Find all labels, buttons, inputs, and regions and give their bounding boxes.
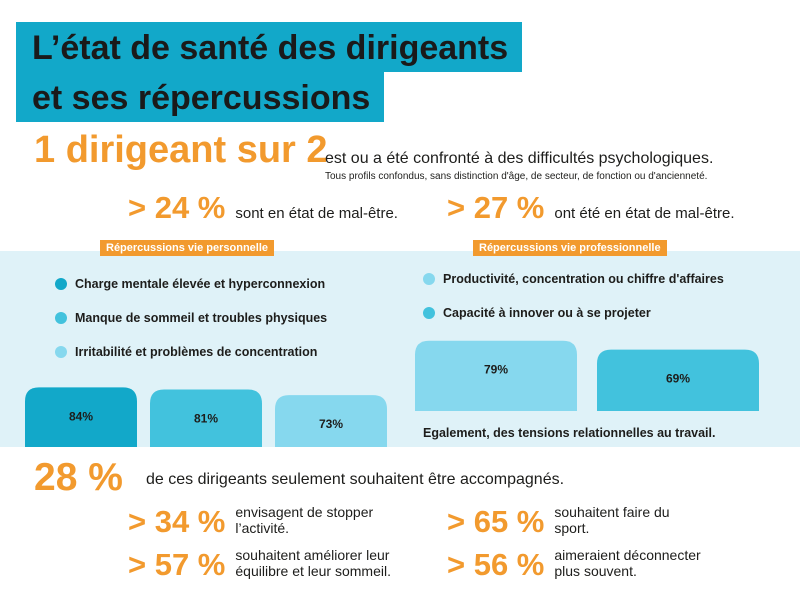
legend-label: Productivité, concentration ou chiffre d… bbox=[443, 272, 724, 286]
bar-value-label: 69% bbox=[666, 372, 690, 386]
headline-note: Tous profils confondus, sans distinction… bbox=[325, 171, 708, 182]
stat-value: > 24 % bbox=[128, 190, 226, 225]
stat-text: ont été en état de mal-être. bbox=[554, 205, 735, 222]
legend-dot bbox=[55, 346, 67, 358]
bar-1 bbox=[25, 387, 137, 447]
professional-note: Egalement, des tensions relationnelles a… bbox=[423, 426, 716, 440]
legend-dot bbox=[423, 307, 435, 319]
legend-item-sleep: Manque de sommeil et troubles physiques bbox=[55, 311, 327, 325]
bar-3 bbox=[275, 395, 387, 447]
legend-dot bbox=[423, 273, 435, 285]
stat-text: sont en état de mal-être. bbox=[235, 205, 398, 222]
support-value: > 57 % bbox=[128, 547, 226, 582]
bar-value-label: 73% bbox=[319, 417, 343, 431]
support-item-stop: > 34 % envisagent de stopper l’activité. bbox=[128, 504, 425, 540]
support-text: aimeraient déconnecter plus souvent. bbox=[554, 547, 701, 579]
headline-stat: 1 dirigeant sur 2 bbox=[34, 129, 328, 171]
page-title-line1: L’état de santé des dirigeants bbox=[32, 29, 509, 67]
legend-item-irritability: Irritabilité et problèmes de concentrati… bbox=[55, 345, 317, 359]
support-text: envisagent de stopper l’activité. bbox=[235, 504, 374, 536]
bar-2 bbox=[597, 349, 759, 411]
legend-item-productivity: Productivité, concentration ou chiffre d… bbox=[423, 272, 724, 286]
legend-item-mental-load: Charge mentale élevée et hyperconnexion bbox=[55, 277, 325, 291]
support-text: de ces dirigeants seulement souhaitent ê… bbox=[146, 471, 565, 488]
legend-dot bbox=[55, 278, 67, 290]
support-item-disconnect: > 56 % aimeraient déconnecter plus souve… bbox=[447, 547, 714, 583]
bar-value-label: 84% bbox=[69, 409, 93, 423]
page-title-line2: et ses répercussions bbox=[32, 79, 371, 117]
legend-label: Irritabilité et problèmes de concentrati… bbox=[75, 345, 318, 359]
bar-1 bbox=[415, 340, 577, 411]
stat-value: > 27 % bbox=[447, 190, 545, 225]
legend-label: Charge mentale élevée et hyperconnexion bbox=[75, 277, 326, 291]
professional-section-label: Répercussions vie professionnelle bbox=[473, 240, 667, 256]
support-item-sport: > 65 % souhaitent faire du sport. bbox=[447, 504, 694, 540]
legend-dot bbox=[55, 312, 67, 324]
legend-item-innovation: Capacité à innover ou à se projeter bbox=[423, 306, 651, 320]
bar-2 bbox=[150, 389, 262, 447]
support-item-balance: > 57 % souhaitent améliorer leur équilib… bbox=[128, 547, 425, 583]
stat-malaise-current: > 24 % sont en état de mal-être. bbox=[128, 190, 398, 226]
title-banner-line1: L’état de santé des dirigeants bbox=[16, 22, 523, 72]
support-value: > 65 % bbox=[447, 504, 545, 539]
bar-value-label: 79% bbox=[484, 363, 508, 377]
support-text: souhaitent faire du sport. bbox=[554, 504, 670, 536]
personal-section-label: Répercussions vie personnelle bbox=[100, 240, 275, 256]
support-value: > 34 % bbox=[128, 504, 226, 539]
legend-label: Capacité à innover ou à se projeter bbox=[443, 306, 651, 320]
legend-label: Manque de sommeil et troubles physiques bbox=[75, 311, 328, 325]
title-banner-line2: et ses répercussions bbox=[16, 72, 385, 122]
support-text: souhaitent améliorer leur équilibre et l… bbox=[235, 547, 391, 579]
headline-text: est ou a été confronté à des difficultés… bbox=[325, 150, 714, 167]
bar-value-label: 81% bbox=[194, 411, 218, 425]
support-value: > 56 % bbox=[447, 547, 545, 582]
support-stat: 28 % bbox=[34, 456, 123, 499]
stat-malaise-past: > 27 % ont été en état de mal-être. bbox=[447, 190, 735, 226]
